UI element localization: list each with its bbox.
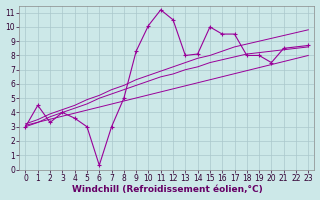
X-axis label: Windchill (Refroidissement éolien,°C): Windchill (Refroidissement éolien,°C) <box>72 185 262 194</box>
